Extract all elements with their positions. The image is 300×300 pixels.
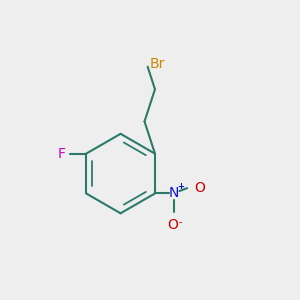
Text: Br: Br — [149, 57, 164, 71]
Text: F: F — [58, 147, 65, 161]
Text: -: - — [179, 217, 182, 227]
Text: +: + — [177, 182, 184, 191]
Text: O: O — [194, 181, 205, 195]
Text: O: O — [167, 218, 178, 233]
Text: N: N — [169, 186, 179, 200]
